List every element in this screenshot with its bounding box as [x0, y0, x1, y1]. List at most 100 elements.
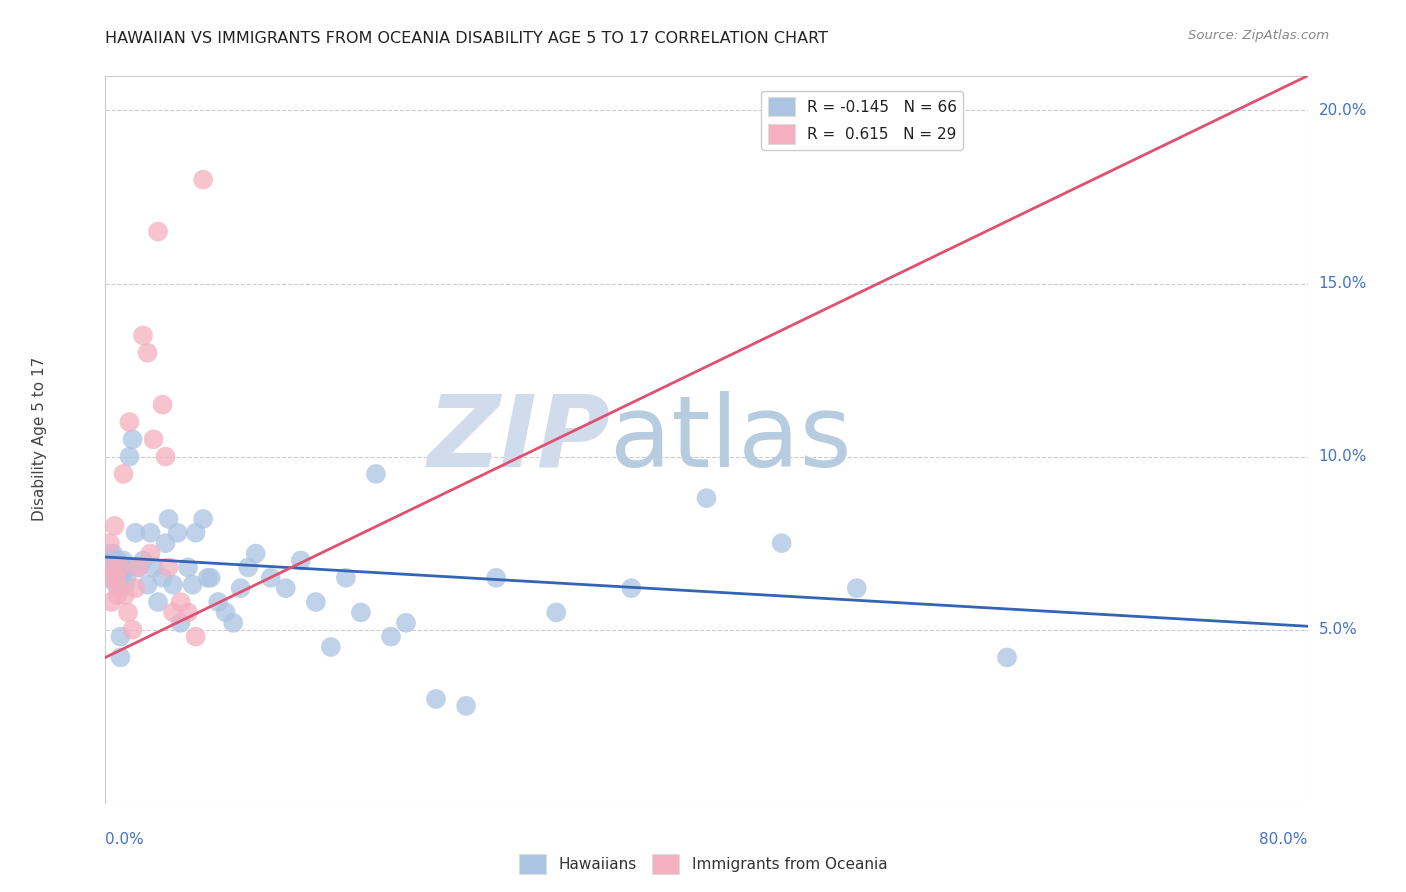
Point: [454, 698, 477, 713]
Point: [319, 640, 342, 654]
Point: [238, 560, 260, 574]
Point: [425, 692, 447, 706]
Point: [100, 571, 122, 585]
Point: [142, 560, 165, 574]
Point: [620, 581, 643, 595]
Point: [128, 560, 150, 574]
Point: [97, 571, 120, 585]
Point: [169, 615, 191, 630]
Point: [222, 615, 245, 630]
Point: [107, 588, 129, 602]
Point: [117, 560, 139, 574]
Text: ZIP: ZIP: [427, 391, 610, 488]
Point: [274, 581, 297, 595]
Point: [162, 578, 184, 592]
Point: [128, 560, 150, 574]
Point: [155, 450, 177, 464]
Point: [103, 571, 125, 585]
Point: [118, 450, 141, 464]
Text: atlas: atlas: [610, 391, 852, 488]
Point: [305, 595, 328, 609]
Text: Source: ZipAtlas.com: Source: ZipAtlas.com: [1188, 29, 1329, 42]
Point: [118, 415, 141, 429]
Point: [124, 525, 146, 540]
Point: [98, 547, 121, 561]
Point: [152, 398, 174, 412]
Point: [111, 560, 134, 574]
Point: [191, 512, 214, 526]
Point: [184, 525, 207, 540]
Text: HAWAIIAN VS IMMIGRANTS FROM OCEANIA DISABILITY AGE 5 TO 17 CORRELATION CHART: HAWAIIAN VS IMMIGRANTS FROM OCEANIA DISA…: [105, 31, 828, 46]
Point: [191, 172, 214, 186]
Point: [166, 525, 188, 540]
Point: [546, 606, 568, 620]
Point: [139, 525, 162, 540]
Point: [107, 560, 129, 574]
Text: 5.0%: 5.0%: [1319, 623, 1357, 637]
Point: [100, 595, 122, 609]
Point: [107, 553, 129, 567]
Point: [197, 571, 219, 585]
Text: 15.0%: 15.0%: [1319, 276, 1367, 291]
Point: [112, 467, 135, 481]
Point: [136, 578, 159, 592]
Point: [162, 606, 184, 620]
Point: [115, 571, 138, 585]
Point: [103, 519, 125, 533]
Point: [350, 606, 373, 620]
Point: [103, 553, 125, 567]
Point: [104, 571, 127, 585]
Point: [229, 581, 252, 595]
Point: [845, 581, 868, 595]
Point: [169, 595, 191, 609]
Point: [245, 547, 267, 561]
Point: [114, 588, 136, 602]
Point: [110, 630, 132, 644]
Point: [110, 560, 132, 574]
Point: [101, 560, 124, 574]
Point: [146, 595, 169, 609]
Point: [132, 553, 155, 567]
Point: [696, 491, 718, 505]
Point: [152, 571, 174, 585]
Legend: R = -0.145   N = 66, R =  0.615   N = 29: R = -0.145 N = 66, R = 0.615 N = 29: [762, 91, 963, 150]
Point: [139, 547, 162, 561]
Point: [146, 225, 169, 239]
Point: [200, 571, 222, 585]
Point: [97, 560, 120, 574]
Point: [142, 433, 165, 447]
Text: 0.0%: 0.0%: [105, 832, 145, 847]
Point: [177, 560, 200, 574]
Point: [207, 595, 229, 609]
Point: [108, 581, 131, 595]
Text: Disability Age 5 to 17: Disability Age 5 to 17: [32, 357, 46, 522]
Point: [770, 536, 793, 550]
Text: 20.0%: 20.0%: [1319, 103, 1367, 118]
Point: [104, 578, 127, 592]
Point: [114, 578, 136, 592]
Point: [995, 650, 1018, 665]
Point: [380, 630, 402, 644]
Point: [98, 536, 121, 550]
Point: [117, 606, 139, 620]
Point: [395, 615, 418, 630]
Point: [364, 467, 387, 481]
Point: [214, 606, 236, 620]
Legend: Hawaiians, Immigrants from Oceania: Hawaiians, Immigrants from Oceania: [513, 848, 893, 880]
Point: [184, 630, 207, 644]
Point: [155, 536, 177, 550]
Point: [181, 578, 204, 592]
Point: [335, 571, 357, 585]
Point: [136, 345, 159, 359]
Point: [485, 571, 508, 585]
Point: [124, 581, 146, 595]
Text: 80.0%: 80.0%: [1260, 832, 1308, 847]
Point: [108, 571, 131, 585]
Point: [290, 553, 312, 567]
Point: [104, 560, 127, 574]
Point: [112, 553, 135, 567]
Point: [101, 560, 124, 574]
Point: [260, 571, 283, 585]
Point: [157, 512, 180, 526]
Point: [177, 606, 200, 620]
